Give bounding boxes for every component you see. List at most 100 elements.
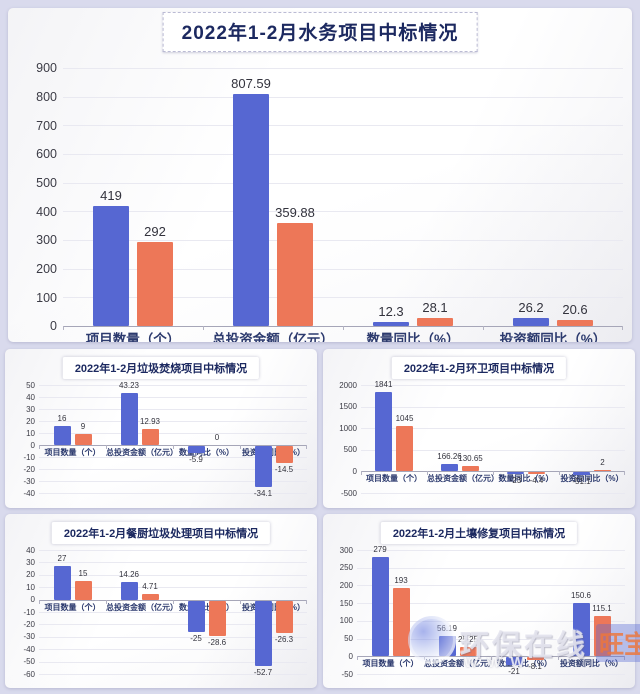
category-label: 总投资金额（亿元） — [106, 448, 178, 457]
grid-line — [63, 68, 623, 69]
bar-blue — [572, 602, 590, 657]
value-label: 25.25 — [457, 635, 479, 645]
bar-blue — [441, 464, 458, 472]
x-axis-tick — [240, 599, 241, 604]
x-axis-tick — [106, 599, 107, 604]
grid-line — [361, 428, 625, 430]
grid-line — [63, 182, 623, 184]
value-label: 279 — [373, 545, 387, 555]
grid-line — [63, 154, 623, 155]
value-label: 12.93 — [139, 417, 161, 427]
bar-orange — [208, 600, 226, 637]
grid-line — [357, 674, 625, 675]
x-axis-tick — [624, 656, 625, 661]
category-label: 总投资金额（亿元） — [424, 659, 496, 669]
x-axis-tick — [624, 471, 625, 476]
x-axis-tick — [203, 326, 204, 330]
value-label: 43.23 — [118, 381, 140, 391]
y-axis-tick-label: 600 — [36, 147, 57, 162]
value-label: 27 — [57, 554, 67, 564]
bar-orange — [392, 587, 410, 657]
category-label: 总投资金额（亿元） — [212, 332, 334, 342]
soil-remediation-chart-panel: 2022年1-2月土壤修复项目中标情况 -50 0 50 100 150 200 250 30… — [323, 514, 635, 688]
sanitation-chart-panel: 2022年1-2月环卫项目中标情况 -500 0 500 1000 1500 2000 项目… — [323, 349, 635, 508]
grid-line — [39, 674, 307, 675]
y-axis-tick-label: -60 — [23, 669, 35, 679]
x-axis-tick — [106, 445, 107, 449]
main-chart-panel: 2022年1-2月水务项目中标情况 0 100 200 300 400 500 600 700… — [8, 8, 632, 342]
y-axis-tick-label: 20 — [26, 570, 35, 580]
grid-line — [357, 603, 625, 605]
grid-line — [39, 562, 307, 564]
y-axis-tick-label: 200 — [36, 261, 57, 276]
value-label: -52.7 — [253, 667, 273, 677]
grid-line — [39, 493, 307, 494]
value-label: -51.1 — [572, 476, 591, 486]
y-axis-tick-label: 200 — [339, 580, 353, 590]
value-label: -25 — [190, 633, 202, 643]
value-label: 419 — [100, 187, 122, 203]
main-chart-title: 2022年1-2月水务项目中标情况 — [162, 12, 478, 52]
grid-line — [39, 457, 307, 458]
value-label: 16 — [57, 413, 67, 423]
bar-blue — [93, 205, 129, 326]
y-axis-tick-label: 1500 — [339, 402, 357, 412]
y-axis-tick-label: 800 — [36, 89, 57, 104]
y-axis-tick-label: -30 — [23, 476, 35, 486]
value-label: -5.9 — [189, 455, 203, 465]
value-label: 2 — [600, 457, 605, 467]
x-axis-tick — [173, 445, 174, 449]
value-label: 56.19 — [436, 624, 458, 634]
main-chart-plot-area: 0 100 200 300 400 500 600 700 800 900 项目数量（个） 419 29… — [36, 62, 623, 342]
kitchen-waste-chart-panel: 2022年1-2月餐厨垃圾处理项目中标情况 -60 -50 -40 -30 -20 -10… — [5, 514, 317, 688]
x-axis-tick — [240, 445, 241, 449]
value-label: 807.59 — [231, 76, 271, 92]
y-axis-tick-label: 1000 — [339, 423, 357, 433]
grid-line — [39, 409, 307, 410]
category-label: 投资额同比（%） — [241, 602, 306, 612]
grid-line — [39, 550, 307, 551]
y-axis-tick-label: -50 — [23, 657, 35, 667]
bar-blue — [187, 600, 205, 632]
value-label: 12.3 — [378, 304, 404, 320]
value-label: -21 — [508, 666, 520, 676]
value-label: 1045 — [395, 414, 414, 424]
category-label: 投资额同比（%） — [241, 448, 306, 457]
category-label: 数量同比（%） — [496, 659, 553, 669]
bar-orange — [275, 600, 293, 634]
grid-line — [63, 125, 623, 127]
grid-line — [63, 96, 623, 98]
grid-line — [39, 574, 307, 576]
bar-orange — [275, 446, 293, 464]
y-axis-tick-label: 500 — [36, 175, 57, 190]
x-axis-tick — [493, 471, 494, 476]
soil-remediation-chart-title: 2022年1-2月土壤修复项目中标情况 — [380, 522, 578, 544]
x-axis-tick — [357, 656, 358, 661]
value-label: 9 — [80, 422, 86, 432]
y-axis-tick-label: 2000 — [339, 380, 357, 390]
bar-orange — [528, 472, 545, 474]
value-label: -4.4 — [529, 475, 544, 485]
x-axis-tick — [622, 326, 623, 330]
grid-line — [39, 385, 307, 386]
y-axis-tick-label: 10 — [26, 582, 35, 592]
grid-line — [357, 550, 625, 551]
grid-line — [39, 481, 307, 482]
grid-line — [357, 585, 625, 587]
y-axis-tick-label: 0 — [348, 651, 353, 661]
x-axis-tick — [39, 445, 40, 449]
value-label: -34.1 — [253, 488, 273, 498]
category-label: 数量同比（%） — [178, 448, 235, 457]
grid-line — [63, 240, 623, 241]
y-axis-tick-label: -10 — [23, 607, 35, 617]
value-label: 292 — [144, 224, 166, 240]
bar-blue — [233, 94, 269, 326]
bar-blue — [120, 393, 138, 445]
grid-line — [357, 620, 625, 622]
y-axis-tick-label: 400 — [36, 204, 57, 219]
grid-line — [39, 661, 307, 663]
category-label: 项目数量（个） — [44, 448, 101, 457]
y-axis-tick-label: 40 — [26, 545, 35, 555]
grid-line — [63, 211, 623, 213]
soil-remediation-plot-area: -50 0 50 100 150 200 250 300 项目数量（个） 279 193 总投资金额（… — [340, 546, 625, 678]
